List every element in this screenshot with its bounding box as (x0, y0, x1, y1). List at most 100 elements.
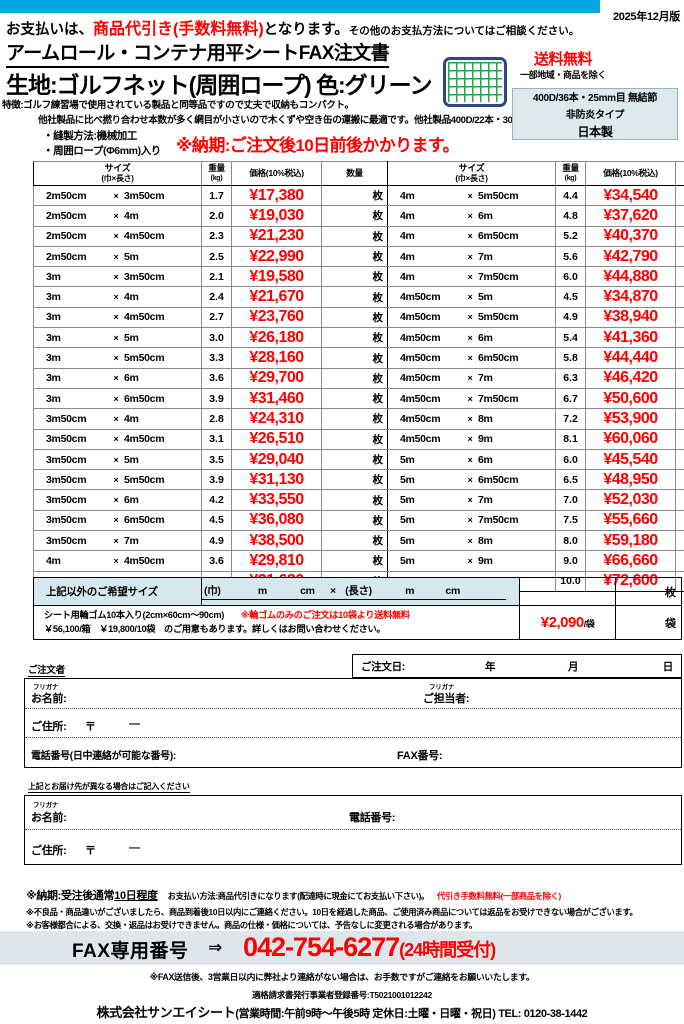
feature-line-2: 他社製品に比べ撚り合わせ本数が多く網目が小さいので木くずや空き缶の運搬に最適です… (38, 115, 538, 126)
cell-quantity[interactable]: 枚 (675, 205, 684, 227)
cell-size: 3m50cm × 6m50cm (33, 509, 202, 532)
rubber-band-row[interactable]: シート用輪ゴム10本入り(2cm×60cm～90cm) ※輪ゴムのみのご注文は1… (33, 605, 682, 640)
fax-number: 042-754-6277(24時間受付) (243, 932, 496, 963)
cell-price: ¥23,760 (231, 306, 322, 329)
cell-quantity[interactable]: 枚 (675, 550, 684, 572)
cell-weight: 7.5 (555, 509, 586, 532)
cell-quantity[interactable]: 枚 (675, 387, 684, 410)
cell-quantity[interactable]: 枚 (675, 266, 684, 288)
cell-quantity[interactable]: 枚 (675, 489, 684, 511)
orderer-address-row[interactable]: ご住所: 〒 — (25, 709, 681, 738)
cell-quantity[interactable]: 枚 (321, 306, 388, 329)
table-row[interactable]: 3m50cm × 5m50cm 3.9 ¥31,130 枚 5m × 6m50cm 6.5 ¥48,… (33, 469, 684, 491)
cell-weight: 6.3 (555, 367, 586, 389)
cell-quantity[interactable]: 枚 (321, 184, 388, 207)
table-row[interactable]: 2m50cm × 3m50cm 1.7 ¥17,380 枚 4m × 5m50cm 4.4 ¥34,… (33, 184, 684, 207)
custom-size-row[interactable]: 上記以外のご希望サイズ (巾) m cm × (長さ) m cm (33, 577, 682, 606)
cell-quantity[interactable]: 枚 (321, 245, 388, 268)
note1-red: 代引き手数料無料(一部商品を除く) (436, 891, 561, 901)
cell-price: ¥31,460 (231, 387, 322, 410)
cell-quantity[interactable]: 枚 (321, 225, 388, 247)
orderer-name-row[interactable]: フリガナ お名前: フリガナ ご担当者: (25, 679, 681, 709)
table-row[interactable]: 3m × 5m50cm 3.3 ¥28,160 枚 4m50cm × 6m50cm 5.8 ¥44,… (33, 347, 684, 369)
delivery-name-row[interactable]: フリガナ お名前: 電話番号: (25, 796, 681, 830)
cell-quantity[interactable]: 枚 (321, 327, 388, 349)
custom-size-input[interactable]: (巾) m cm × (長さ) m cm (201, 577, 520, 606)
cell-size: 3m × 6m (33, 367, 202, 389)
orderer-tel-fax-row[interactable]: 電話番号(日中連絡が可能な番号): FAX番号: (25, 738, 681, 766)
cell-quantity[interactable]: 枚 (321, 509, 388, 532)
cell-quantity[interactable]: 枚 (321, 286, 388, 308)
cell-quantity[interactable]: 枚 (321, 266, 388, 288)
cell-weight: 3.5 (201, 448, 232, 471)
cell-price: ¥52,030 (585, 489, 676, 511)
cell-price: ¥46,420 (585, 367, 676, 389)
table-row[interactable]: 3m × 6m50cm 3.9 ¥31,460 枚 4m50cm × 7m50cm 6.7 ¥50,… (33, 387, 684, 410)
cell-quantity[interactable]: 枚 (321, 550, 388, 572)
cell-quantity[interactable]: 枚 (675, 184, 684, 207)
cell-quantity[interactable]: 枚 (675, 347, 684, 369)
rubber-qty-cell[interactable]: 袋 (615, 605, 682, 640)
version-label: 2025年12月版 (612, 11, 680, 23)
cell-price: ¥66,660 (585, 550, 676, 572)
cell-weight: 1.7 (201, 184, 232, 207)
cell-quantity[interactable]: 枚 (675, 286, 684, 308)
cell-quantity[interactable]: 枚 (321, 469, 388, 491)
cell-price: ¥59,180 (585, 530, 676, 552)
delivery-address-row[interactable]: ご住所: 〒 — (25, 830, 681, 863)
custom-size-qty-cell[interactable]: 枚 (615, 577, 682, 606)
table-row[interactable]: 3m50cm × 4m50cm 3.1 ¥26,510 枚 4m50cm × 9m 8.1 ¥60,… (33, 428, 684, 450)
cell-quantity[interactable]: 枚 (675, 306, 684, 329)
note-line-2: ※不良品・商品違いがございましたら、商品到着後10日以内にご連絡ください。10日… (26, 906, 638, 917)
cell-quantity[interactable]: 枚 (675, 327, 684, 349)
cell-size: 3m × 4m50cm (33, 306, 202, 329)
cell-quantity[interactable]: 枚 (675, 408, 684, 430)
custom-width-label: (巾) (204, 585, 221, 597)
cell-quantity[interactable]: 枚 (321, 489, 388, 511)
cell-weight: 2.1 (201, 266, 232, 288)
cell-quantity[interactable]: 枚 (675, 245, 684, 268)
cell-quantity[interactable]: 枚 (321, 387, 388, 410)
cell-quantity[interactable]: 枚 (321, 448, 388, 471)
cell-size: 4m × 5m50cm (387, 184, 556, 207)
cell-weight: 4.5 (555, 286, 586, 308)
cell-quantity[interactable]: 枚 (321, 428, 388, 450)
cell-quantity[interactable]: 枚 (321, 367, 388, 389)
cell-quantity[interactable]: 枚 (675, 509, 684, 532)
table-row[interactable]: 3m50cm × 6m50cm 4.5 ¥36,080 枚 5m × 7m50cm 7.5 ¥55,… (33, 509, 684, 532)
custom-length-label: (長さ) (345, 585, 372, 597)
cell-quantity[interactable]: 枚 (675, 448, 684, 471)
cell-size: 5m × 9m (387, 550, 556, 572)
table-row[interactable]: 3m × 4m50cm 2.7 ¥23,760 枚 4m50cm × 5m50cm 4.9 ¥38,… (33, 306, 684, 329)
cell-quantity[interactable]: 枚 (321, 347, 388, 369)
th-qty-right: 数量 (675, 161, 684, 186)
payment-suffix: となります。 (263, 22, 349, 38)
cell-weight: 2.0 (201, 205, 232, 227)
order-date-box[interactable]: ご注文日: 年 月 日 (352, 654, 682, 678)
cell-quantity[interactable]: 枚 (675, 367, 684, 389)
cell-quantity[interactable]: 枚 (675, 530, 684, 552)
cell-quantity[interactable]: 枚 (675, 428, 684, 450)
cell-quantity[interactable]: 枚 (321, 205, 388, 227)
cell-size: 4m50cm × 7m (387, 367, 556, 389)
free-shipping-badge: 送料無料 (533, 51, 593, 68)
cell-quantity[interactable]: 枚 (321, 408, 388, 430)
order-date-year: 年 (485, 661, 496, 673)
table-row[interactable]: 2m50cm × 4m50cm 2.3 ¥21,230 枚 4m × 6m50cm 5.2 ¥40,… (33, 225, 684, 247)
cell-quantity[interactable]: 枚 (321, 530, 388, 552)
cell-quantity[interactable]: 枚 (675, 469, 684, 491)
orderer-info-box: フリガナ お名前: フリガナ ご担当者: ご住所: 〒 — 電話番号(日中連絡が… (24, 678, 682, 768)
cell-quantity[interactable]: 枚 (675, 225, 684, 247)
order-date-day: 日 (662, 661, 674, 673)
